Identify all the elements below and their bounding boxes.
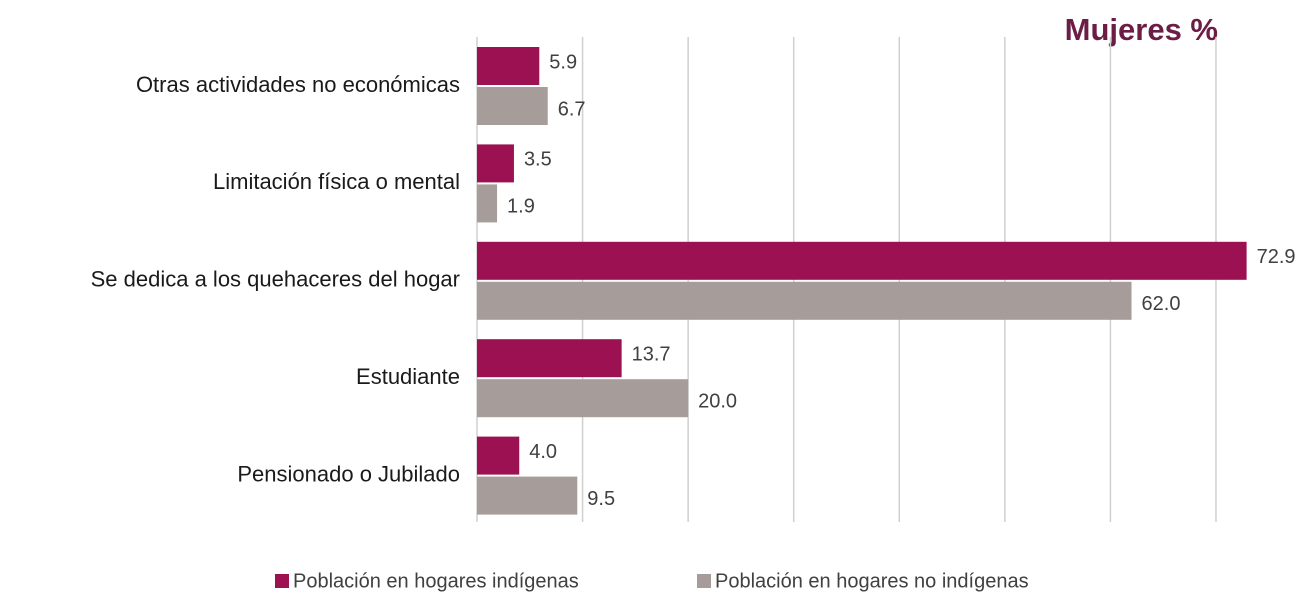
data-label: 3.5 — [524, 149, 552, 171]
bar — [477, 476, 578, 515]
data-label: 62.0 — [1142, 293, 1181, 315]
data-label: 4.0 — [529, 441, 557, 463]
bar — [477, 241, 1247, 280]
chart-title: Mujeres % — [1065, 12, 1218, 47]
y-tick-label: Pensionado o Jubilado — [237, 461, 460, 486]
legend-label: Población en hogares indígenas — [293, 570, 579, 592]
legend-swatch — [697, 574, 711, 588]
y-tick-label: Limitación física o mental — [213, 169, 460, 194]
data-label: 9.5 — [587, 488, 615, 510]
y-tick-label: Se dedica a los quehaceres del hogar — [91, 267, 460, 292]
bar — [477, 47, 540, 85]
bar — [477, 144, 514, 183]
y-tick-label: Otras actividades no económicas — [136, 72, 460, 97]
data-label: 6.7 — [558, 98, 586, 120]
legend-swatch — [275, 574, 289, 588]
data-label: 13.7 — [632, 343, 671, 365]
bar — [477, 184, 498, 223]
data-label: 72.9 — [1257, 246, 1296, 268]
bar — [477, 379, 689, 418]
bar — [477, 87, 548, 125]
y-tick-label: Estudiante — [356, 364, 460, 389]
bar — [477, 281, 1132, 320]
data-label: 20.0 — [698, 390, 737, 412]
bar — [477, 339, 622, 378]
data-label: 1.9 — [507, 196, 535, 218]
bar — [477, 436, 520, 475]
legend-label: Población en hogares no indígenas — [715, 570, 1029, 592]
data-label: 5.9 — [549, 51, 577, 73]
